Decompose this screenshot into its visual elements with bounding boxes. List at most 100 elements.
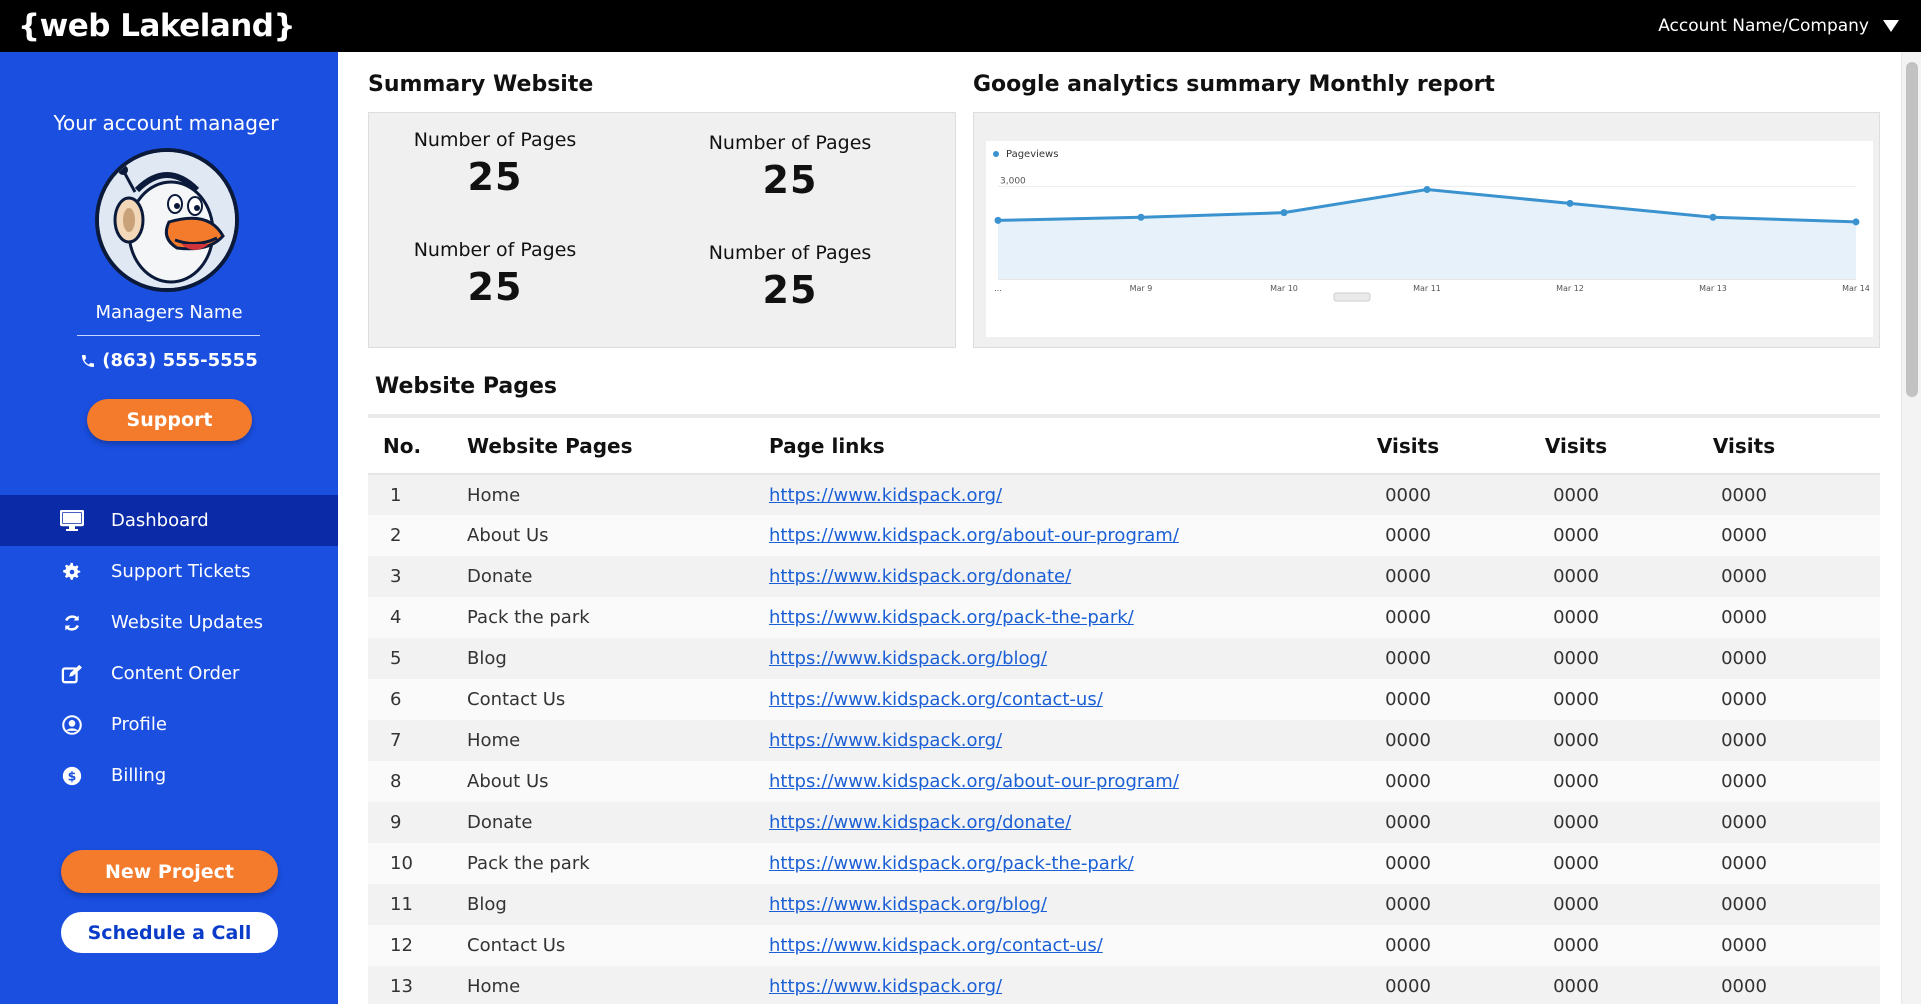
page-name-cell: Pack the park — [467, 843, 769, 884]
top-bar: {web Lakeland} Account Name/Company — [0, 0, 1921, 52]
page-link[interactable]: https://www.kidspack.org/donate/ — [769, 812, 1072, 833]
column-header[interactable]: Visits — [1324, 418, 1492, 475]
sidebar-item-label: Support Tickets — [111, 561, 251, 582]
dollar-icon: $ — [57, 766, 87, 786]
visits-value-cell: 0000 — [1324, 761, 1492, 802]
row-number-cell: 11 — [368, 884, 467, 925]
column-header[interactable]: Visits — [1492, 418, 1660, 475]
new-project-button[interactable]: New Project — [61, 850, 278, 893]
visits-value-cell: 0000 — [1660, 884, 1828, 925]
scrollbar-thumb[interactable] — [1906, 62, 1918, 397]
phone-number: (863) 555-5555 — [102, 350, 258, 371]
visits-value: 0000 — [1721, 607, 1767, 628]
sidebar-item-label: Profile — [111, 714, 167, 735]
table-row: 11 Blog https://www.kidspack.org/blog/0000… — [368, 884, 1880, 925]
page-scrollbar[interactable] — [1901, 52, 1921, 1004]
visits-value: 0000 — [1385, 771, 1431, 792]
page-name-cell: Donate — [467, 556, 769, 597]
visits-value: 0000 — [1721, 771, 1767, 792]
page-link-cell: https://www.kidspack.org/blog/ — [769, 638, 1324, 679]
column-header[interactable]: Website Pages — [467, 418, 769, 475]
table-row: 12 Contact Us https://www.kidspack.org/con… — [368, 925, 1880, 966]
stat-label: Number of Pages — [708, 242, 872, 264]
sidebar-item-label: Content Order — [111, 663, 240, 684]
visits-value-cell: 0000 — [1492, 966, 1660, 1004]
page-link[interactable]: https://www.kidspack.org/pack-the-park/ — [769, 607, 1134, 628]
stat-label: Number of Pages — [413, 129, 577, 151]
row-number-cell: 10 — [368, 843, 467, 884]
x-tick-label: Mar 11 — [1413, 284, 1441, 293]
column-header[interactable]: Visits — [1660, 418, 1828, 475]
visits-value-cell: 0000 — [1324, 720, 1492, 761]
row-number: 13 — [390, 976, 413, 997]
page-link[interactable]: https://www.kidspack.org/blog/ — [769, 894, 1047, 915]
stat-label: Number of Pages — [708, 132, 872, 154]
visits-value: 0000 — [1385, 976, 1431, 997]
page-name: Home — [467, 484, 521, 506]
page-link[interactable]: https://www.kidspack.org/about-our-progr… — [769, 771, 1179, 792]
visits-value: 0000 — [1553, 730, 1599, 751]
visits-value: 0000 — [1721, 812, 1767, 833]
sidebar-item-support-tickets[interactable]: Support Tickets — [0, 546, 338, 597]
logo[interactable]: {web Lakeland} — [18, 8, 296, 44]
visits-value-cell: 0000 — [1660, 925, 1828, 966]
page-link[interactable]: https://www.kidspack.org/contact-us/ — [769, 689, 1103, 710]
column-header[interactable]: No. — [368, 418, 467, 475]
row-number-cell: 6 — [368, 679, 467, 720]
page-link[interactable]: https://www.kidspack.org/contact-us/ — [769, 935, 1103, 956]
visits-value-cell: 0000 — [1324, 597, 1492, 638]
data-point — [1709, 213, 1717, 221]
page-name-cell: About Us — [467, 761, 769, 802]
account-menu[interactable]: Account Name/Company — [1658, 16, 1899, 36]
page-link[interactable]: https://www.kidspack.org/about-our-progr… — [769, 525, 1179, 546]
page-link[interactable]: https://www.kidspack.org/pack-the-park/ — [769, 853, 1134, 874]
account-manager-title: Your account manager — [53, 111, 279, 135]
table-row: 8 About Us https://www.kidspack.org/about-… — [368, 761, 1880, 802]
visits-value-cell: 0000 — [1660, 474, 1828, 515]
visits-value: 0000 — [1385, 689, 1431, 710]
row-number: 9 — [390, 812, 402, 833]
visits-value: 0000 — [1721, 730, 1767, 751]
visits-value-cell: 0000 — [1324, 884, 1492, 925]
sidebar-item-content-order[interactable]: Content Order — [0, 648, 338, 699]
visits-value-cell: 0000 — [1492, 556, 1660, 597]
gear-icon — [57, 561, 87, 583]
page-link[interactable]: https://www.kidspack.org/donate/ — [769, 566, 1072, 587]
visits-value: 0000 — [1721, 894, 1767, 915]
row-number-cell: 3 — [368, 556, 467, 597]
row-number: 11 — [390, 894, 413, 915]
page-name: Pack the park — [467, 607, 590, 628]
table-row: 5 Blog https://www.kidspack.org/blog/0000 0… — [368, 638, 1880, 679]
sidebar-item-website-updates[interactable]: Website Updates — [0, 597, 338, 648]
page-link[interactable]: https://www.kidspack.org/ — [769, 484, 1003, 506]
support-button[interactable]: Support — [87, 399, 252, 441]
data-point — [1566, 199, 1574, 207]
data-point — [1423, 186, 1431, 194]
x-tick-label: Mar 10 — [1270, 284, 1298, 293]
visits-value-cell: 0000 — [1660, 679, 1828, 720]
schedule-call-button[interactable]: Schedule a Call — [61, 912, 278, 953]
page-link[interactable]: https://www.kidspack.org/ — [769, 976, 1003, 997]
row-number: 2 — [390, 525, 402, 546]
sidebar-item-billing[interactable]: $ Billing — [0, 750, 338, 801]
y-tick-label: 3,000 — [1000, 176, 1026, 186]
page-link[interactable]: https://www.kidspack.org/ — [769, 730, 1003, 751]
sidebar-item-profile[interactable]: Profile — [0, 699, 338, 750]
sidebar-item-dashboard[interactable]: Dashboard — [0, 495, 338, 546]
visits-value-cell: 0000 — [1492, 515, 1660, 556]
page-link[interactable]: https://www.kidspack.org/blog/ — [769, 648, 1047, 669]
visits-value-cell: 0000 — [1660, 843, 1828, 884]
manager-phone[interactable]: (863) 555-5555 — [0, 350, 338, 371]
visits-value: 0000 — [1721, 689, 1767, 710]
page-name: Home — [467, 730, 521, 751]
column-header[interactable]: Page links — [769, 418, 1324, 475]
account-name: Account Name/Company — [1658, 16, 1869, 36]
visits-value-cell: 0000 — [1324, 925, 1492, 966]
row-number-cell: 13 — [368, 966, 467, 1004]
page-name: Blog — [467, 648, 507, 669]
page-name: Donate — [467, 566, 533, 587]
row-number: 10 — [390, 853, 413, 874]
stat-card: Number of Pages 25 — [370, 129, 620, 199]
stat-value: 25 — [467, 265, 523, 309]
svg-text:$: $ — [68, 768, 77, 783]
